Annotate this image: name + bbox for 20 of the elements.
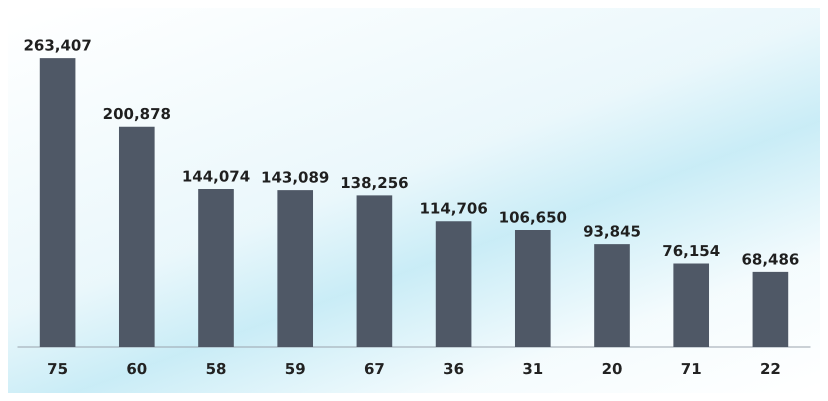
data-label: 68,486	[741, 250, 800, 268]
data-label: 114,706	[419, 200, 488, 218]
x-tick-label: 71	[680, 360, 702, 378]
data-label: 143,089	[261, 168, 330, 186]
x-tick-label: 59	[284, 360, 306, 378]
x-tick-label: 22	[760, 360, 781, 378]
data-label: 76,154	[662, 242, 720, 260]
data-label: 138,256	[340, 174, 409, 192]
x-tick-label: 31	[522, 360, 544, 378]
x-tick-label: 20	[602, 360, 622, 378]
data-label: 144,074	[182, 167, 250, 186]
x-tick-label: 36	[443, 360, 464, 378]
data-label: 200,878	[102, 105, 171, 124]
data-label: 93,845	[583, 222, 641, 240]
x-tick-label: 60	[126, 360, 148, 378]
data-label: 106,650	[498, 208, 567, 226]
data-label: 263,407	[23, 36, 92, 55]
x-tick-label: 75	[47, 360, 68, 378]
x-tick-label: 67	[364, 360, 385, 378]
x-tick-label: 58	[206, 360, 226, 378]
